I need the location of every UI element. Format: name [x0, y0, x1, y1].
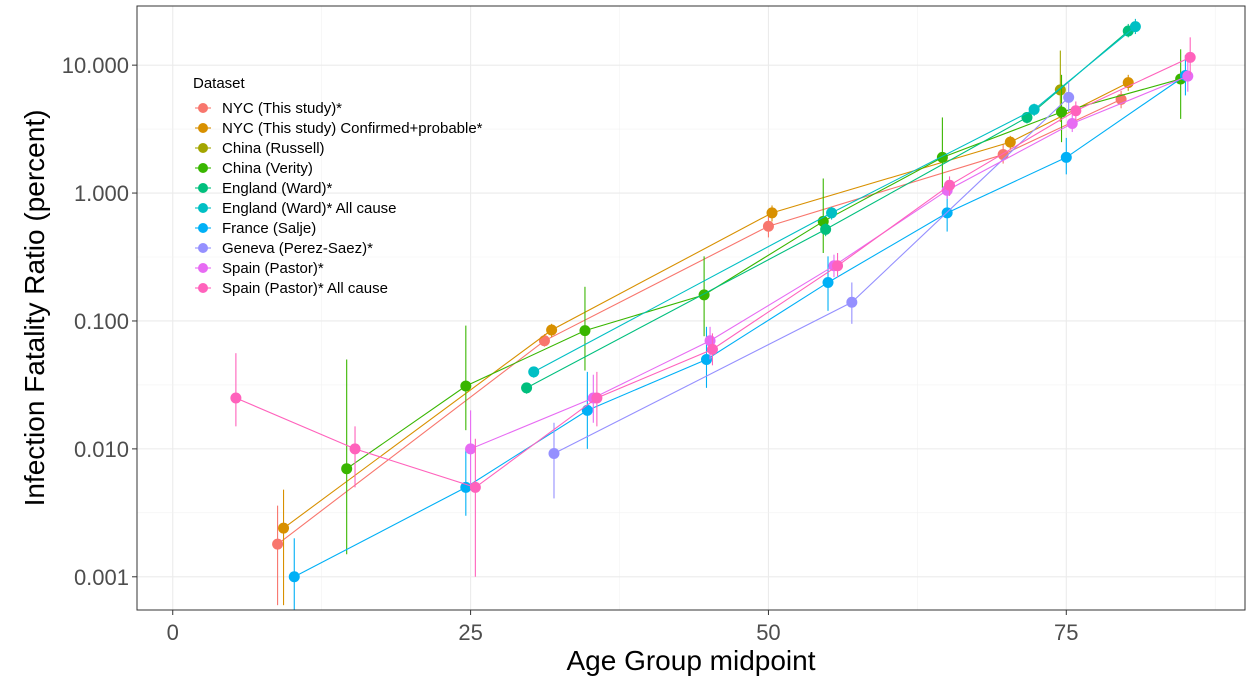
data-point [944, 179, 956, 191]
data-point [469, 481, 481, 493]
legend-item: England (Ward)* All cause [195, 200, 397, 217]
data-point [581, 404, 593, 416]
data-point [230, 392, 242, 404]
data-point [546, 324, 558, 336]
legend-label: Spain (Pastor)* [222, 260, 324, 277]
x-axis: 0 25 50 75 [167, 610, 1079, 645]
data-point [591, 392, 603, 404]
data-point [460, 481, 472, 493]
legend-label: France (Salje) [222, 220, 316, 237]
data-point [579, 325, 591, 337]
data-point [349, 443, 361, 455]
series-line [294, 75, 1186, 578]
legend-label: Spain (Pastor)* All cause [222, 280, 388, 297]
data-point [1004, 136, 1016, 148]
data-point [548, 448, 560, 460]
data-point [698, 289, 710, 301]
data-point [465, 443, 477, 455]
data-point [460, 380, 472, 392]
legend-key-point [198, 223, 208, 233]
legend-item: China (Verity) [195, 160, 313, 177]
data-point [846, 296, 858, 308]
legend-key-point [198, 143, 208, 153]
plot-panel [137, 6, 1245, 610]
legend-label: England (Ward)* [222, 180, 332, 197]
y-axis: 0.001 0.010 0.100 1.000 10.000 [62, 53, 137, 590]
grid-lines [137, 6, 1245, 610]
legend-label: China (Russell) [222, 140, 325, 157]
data-point [1063, 91, 1075, 103]
data-point [521, 382, 533, 394]
data-point [1066, 117, 1078, 129]
legend-label: England (Ward)* All cause [222, 200, 397, 217]
data-point [832, 260, 844, 272]
data-point [528, 366, 540, 378]
series-layer [230, 18, 1196, 610]
data-point [1182, 70, 1194, 82]
y-tick-label: 0.100 [74, 309, 129, 334]
legend-label: NYC (This study) Confirmed+probable* [222, 120, 483, 137]
data-point [341, 463, 353, 475]
legend-label: Geneva (Perez-Saez)* [222, 240, 373, 257]
legend: Dataset NYC (This study)* NYC (This study… [193, 75, 483, 297]
legend-item: Geneva (Perez-Saez)* [195, 240, 373, 257]
data-point [826, 207, 838, 219]
data-point [1129, 21, 1141, 33]
data-point [700, 353, 712, 365]
data-point [1060, 151, 1072, 163]
legend-key-point [198, 123, 208, 133]
legend-key-point [198, 183, 208, 193]
data-point [538, 335, 550, 347]
series-group [548, 81, 1075, 499]
x-tick-label: 25 [458, 620, 482, 645]
legend-key-point [198, 203, 208, 213]
legend-item: England (Ward)* [195, 180, 332, 197]
data-point [762, 220, 774, 232]
x-tick-label: 0 [167, 620, 179, 645]
x-axis-title: Age Group midpoint [566, 645, 815, 676]
data-point [272, 538, 284, 550]
legend-item: China (Russell) [195, 140, 325, 157]
y-tick-label: 10.000 [62, 53, 129, 78]
legend-label: China (Verity) [222, 160, 313, 177]
data-point [278, 522, 290, 534]
data-point [822, 276, 834, 288]
data-point [1056, 106, 1068, 118]
legend-key-point [198, 263, 208, 273]
y-tick-label: 1.000 [74, 181, 129, 206]
legend-label: NYC (This study)* [222, 100, 342, 117]
data-point [820, 223, 832, 235]
legend-title: Dataset [193, 75, 246, 92]
series-line [533, 26, 1136, 373]
x-tick-label: 50 [756, 620, 780, 645]
series-group [341, 49, 1187, 555]
y-tick-label: 0.001 [74, 565, 129, 590]
series-line [346, 78, 1181, 470]
y-axis-title: Infection Fatality Ratio (percent) [19, 110, 50, 507]
legend-item: Spain (Pastor)* All cause [195, 280, 388, 297]
series-group [230, 37, 1196, 577]
legend-key-point [198, 103, 208, 113]
data-point [1028, 104, 1040, 116]
legend-item: NYC (This study)* [195, 100, 342, 117]
data-point [766, 207, 778, 219]
data-point [706, 343, 718, 355]
series-group [528, 18, 1141, 378]
legend-key-point [198, 163, 208, 173]
legend-item: France (Salje) [195, 220, 316, 237]
data-point [288, 571, 300, 583]
series-group [278, 74, 1134, 606]
legend-item: Spain (Pastor)* [195, 260, 324, 277]
data-point [1070, 105, 1082, 117]
legend-key-point [198, 283, 208, 293]
data-point [1184, 51, 1196, 63]
x-tick-label: 75 [1054, 620, 1078, 645]
plot-border [136, 5, 1246, 611]
legend-item: NYC (This study) Confirmed+probable* [195, 120, 483, 137]
legend-key-point [198, 243, 208, 253]
data-point [936, 151, 948, 163]
y-tick-label: 0.010 [74, 437, 129, 462]
